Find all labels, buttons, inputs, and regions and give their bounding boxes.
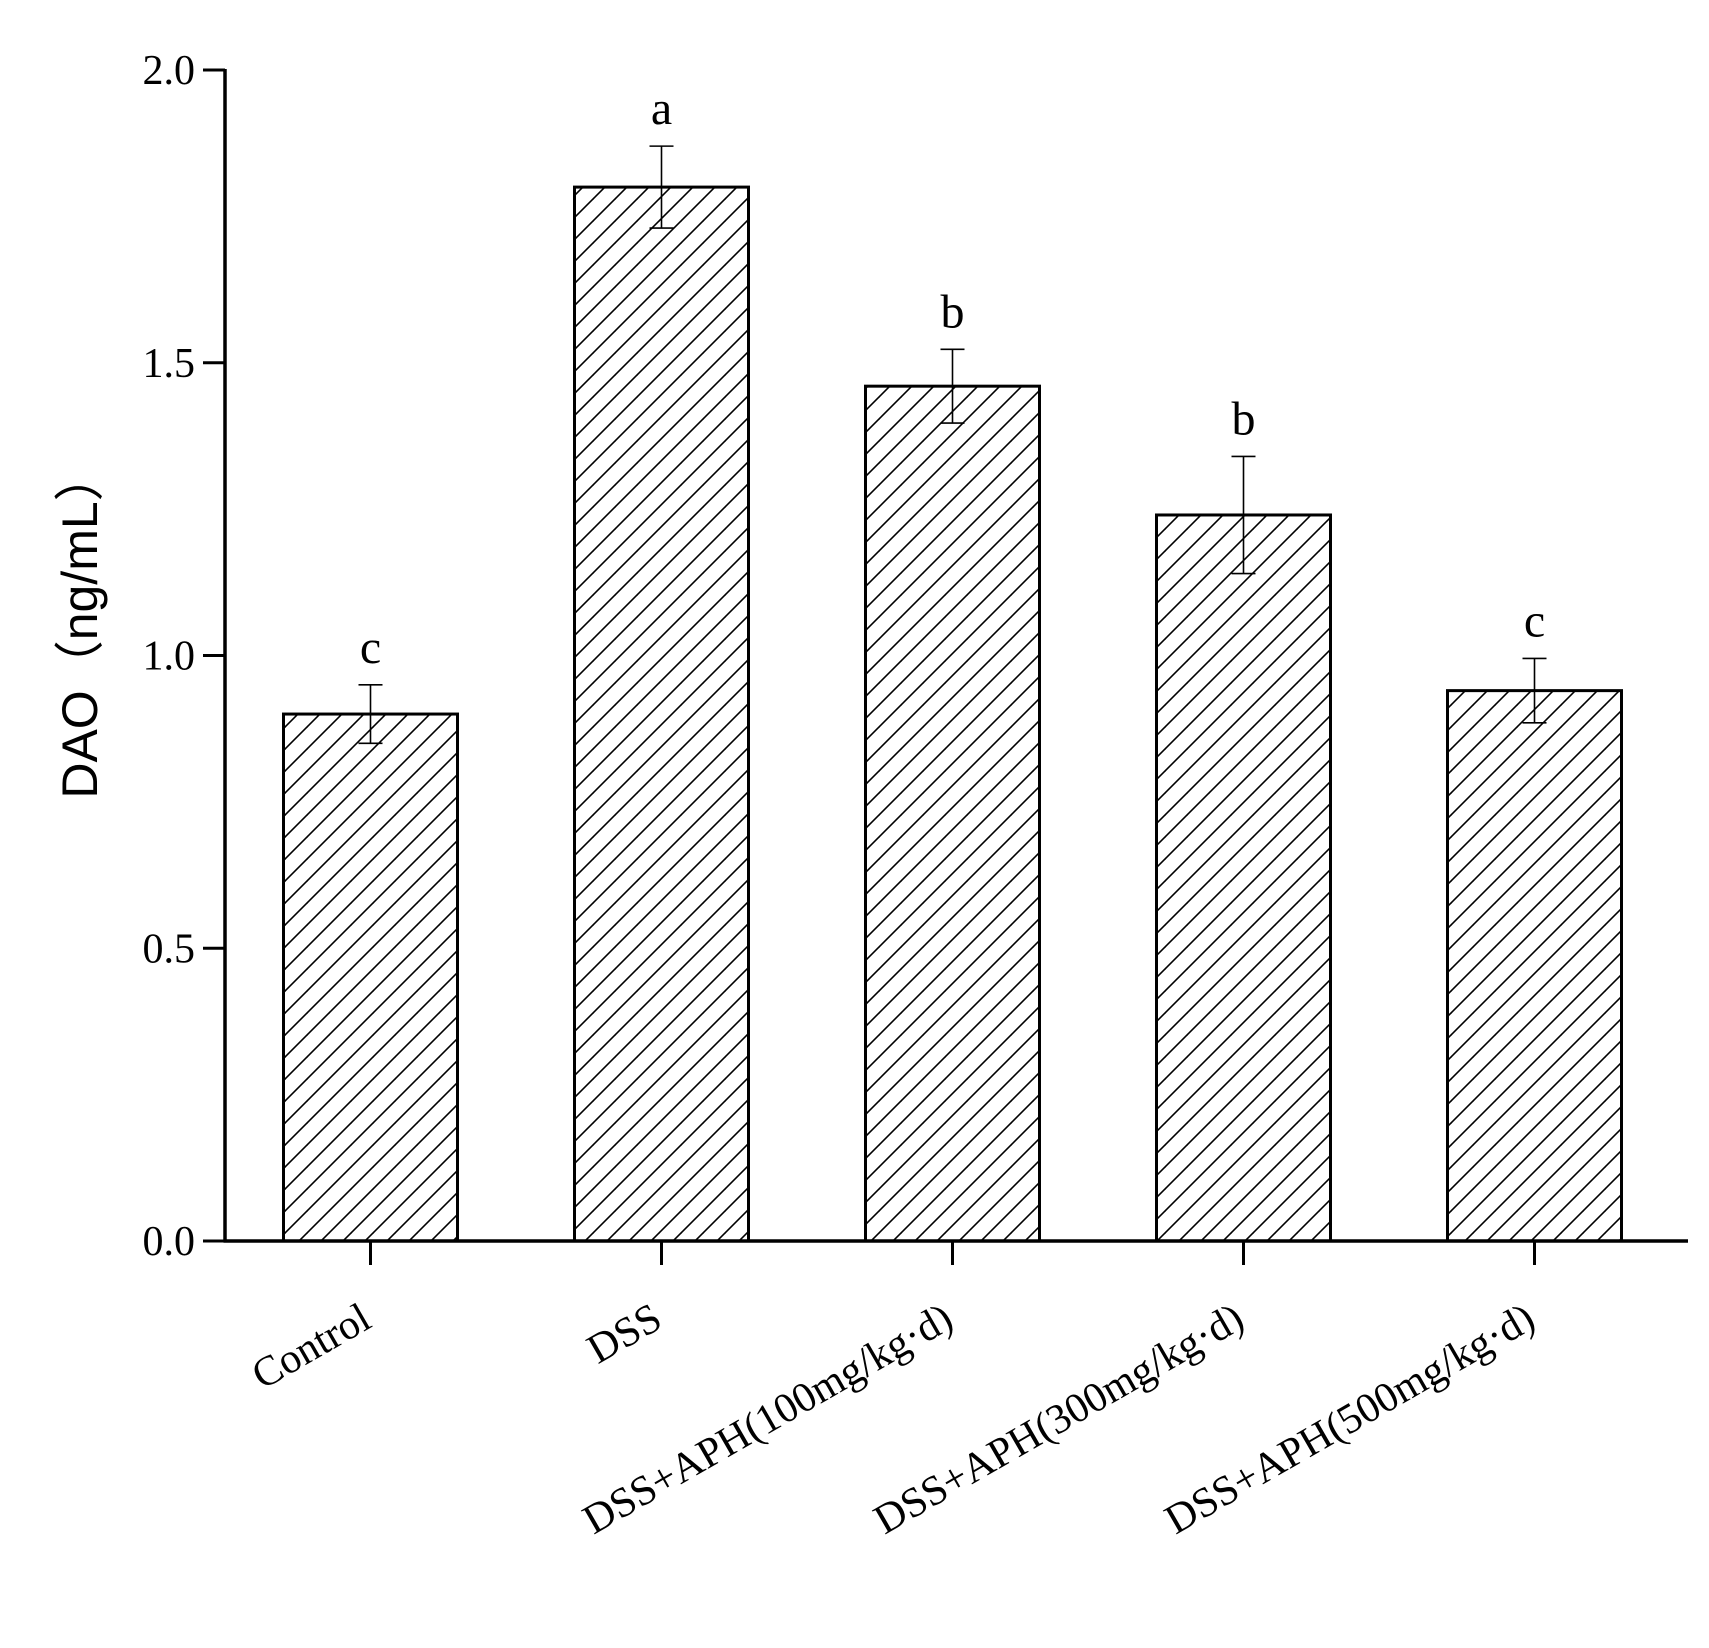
y-tick-label-4: 2.0 (143, 48, 196, 94)
y-tick-label-0: 0.0 (143, 1219, 196, 1265)
bar-3 (1155, 513, 1332, 1243)
bar-1 (573, 185, 750, 1243)
bar-2 (864, 384, 1041, 1243)
significance-letter-0: c (360, 621, 381, 674)
error-bars-layer (358, 145, 1547, 745)
x-tick-label-0: Control (244, 1295, 378, 1399)
error-bar-3 (1231, 455, 1256, 575)
bars-layer (282, 185, 1623, 1243)
significance-letter-1: a (651, 82, 672, 135)
y-tick-label-2: 1.0 (143, 634, 196, 680)
error-bar-0 (358, 683, 383, 745)
error-bar-4 (1522, 657, 1547, 724)
y-tick-label-3: 1.5 (143, 341, 196, 387)
significance-letter-2: b (941, 285, 965, 338)
error-bar-2 (940, 348, 965, 424)
significance-letter-4: c (1524, 594, 1545, 647)
bar-4 (1446, 689, 1623, 1243)
y-axis-title: DAO（ng/mL） (52, 451, 108, 798)
y-tick-label-1: 0.5 (143, 926, 196, 972)
error-bar-1 (649, 145, 674, 229)
significance-letter-3: b (1232, 392, 1256, 445)
x-tick-label-1: DSS (580, 1295, 670, 1373)
bar-0 (282, 712, 459, 1243)
significance-letters-layer: c a b b c (360, 82, 1545, 674)
